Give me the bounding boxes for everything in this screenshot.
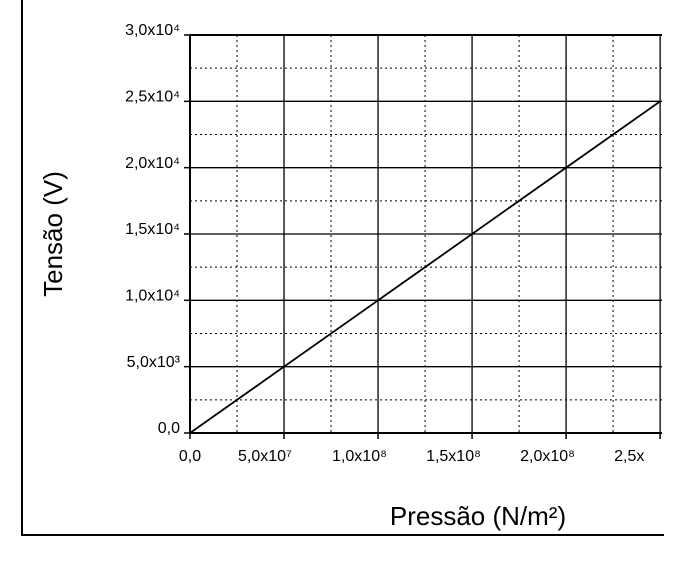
y-tick-label: 5,0x10³ (127, 354, 181, 371)
y-tick-label: 2,0x10⁴ (125, 155, 180, 172)
x-tick-label: 1,0x10⁸ (332, 448, 387, 465)
y-tick-label: 0,0 (158, 420, 180, 437)
y-tick-label: 1,0x10⁴ (125, 288, 180, 305)
x-axis-title: Pressão (N/m²) (390, 501, 566, 531)
x-tick-label: 5,0x10⁷ (238, 448, 292, 465)
y-axis-title: Tensão (V) (38, 171, 68, 297)
x-tick-label: 0,0 (179, 448, 201, 465)
x-tick-label: 1,5x10⁸ (426, 448, 481, 465)
x-tick-label: 2,5x (614, 448, 644, 465)
y-tick-label: 1,5x10⁴ (125, 221, 180, 238)
line (189, 100, 661, 434)
x-tick-label: 2,0x10⁸ (520, 448, 575, 465)
y-tick-label: 3,0x10⁴ (125, 22, 180, 39)
y-tick-label: 2,5x10⁴ (125, 89, 180, 106)
